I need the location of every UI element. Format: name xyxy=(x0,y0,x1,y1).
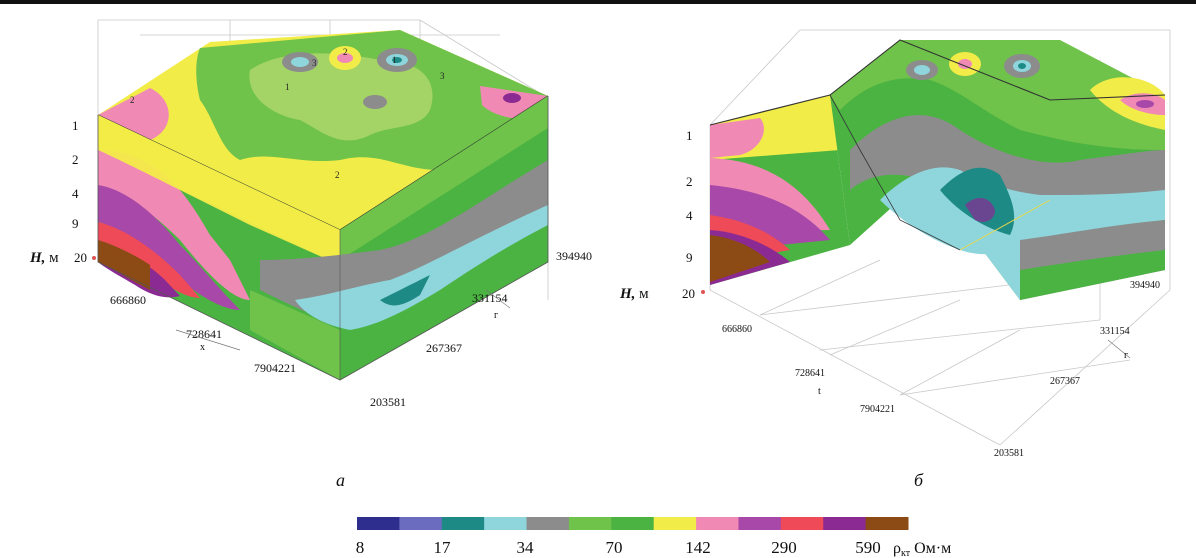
y-tick: 267367 xyxy=(426,341,462,355)
colorbar-tick: 290 xyxy=(771,538,797,557)
x-tick: 666860 xyxy=(722,324,752,335)
depth-tick: 4 xyxy=(686,208,693,223)
panel-a-block: 2 1 3 2 1 3 2 1 2 4 9 H, м 20 666860 728… xyxy=(29,19,592,490)
contour-label: 3 xyxy=(312,58,317,68)
colorbar-swatch xyxy=(653,517,697,530)
panel-b-label: б xyxy=(914,470,924,490)
colorbar-tick: 142 xyxy=(685,538,711,557)
colorbar-swatch xyxy=(738,517,782,530)
panel-a-horizontal-ticks: 666860 728641 x 7904221 394940 331154 г … xyxy=(110,249,592,409)
colorbar-swatch xyxy=(865,517,909,530)
panel-b-left-wall xyxy=(710,95,850,285)
depth-tick: 4 xyxy=(72,186,79,201)
depth-axis-label: H, м xyxy=(29,250,59,266)
y-tick: 394940 xyxy=(556,249,592,263)
y-tick: 331154 xyxy=(1100,326,1130,337)
x-tick: 7904221 xyxy=(860,404,895,415)
contour-label: 2 xyxy=(335,170,340,180)
colorbar-unit: ρкт Ом·м xyxy=(893,540,951,558)
depth-tick: 9 xyxy=(72,216,79,231)
panel-a-edges xyxy=(97,96,549,381)
contour-label: 1 xyxy=(392,55,397,65)
panel-b-right-walls xyxy=(709,39,1166,300)
depth-axis-label: H, м xyxy=(619,286,649,302)
depth-tick: 2 xyxy=(686,174,693,189)
depth-tick: 20 xyxy=(682,286,695,301)
x-tick: 666860 xyxy=(110,293,146,307)
y-tick: 394940 xyxy=(1130,280,1160,291)
contour-label: 2 xyxy=(343,47,348,57)
colorbar-swatch xyxy=(484,517,528,530)
x-axis-name: t xyxy=(818,386,821,397)
x-tick: 728641 xyxy=(186,327,222,341)
colorbar-tick: 34 xyxy=(517,538,535,557)
colorbar-swatch xyxy=(526,517,570,530)
colorbar-tick: 8 xyxy=(356,538,365,557)
colorbar-swatch xyxy=(357,517,400,530)
colorbar-swatch xyxy=(823,517,867,530)
contour-label: 2 xyxy=(130,95,135,105)
x-tick: 7904221 xyxy=(254,361,296,375)
colorbar-tick: 17 xyxy=(434,538,452,557)
colorbar-tick: 590 xyxy=(855,538,881,557)
depth-tick: 9 xyxy=(686,250,693,265)
colorbar xyxy=(357,517,909,530)
axis-origin-marker xyxy=(92,256,96,260)
depth-tick: 1 xyxy=(72,118,79,133)
colorbar-swatch xyxy=(568,517,612,530)
colorbar-swatch xyxy=(696,517,739,530)
panel-a-depth-axis: 1 2 4 9 H, м 20 xyxy=(29,118,96,266)
panel-b-horizontal-ticks: 666860 728641 t 7904221 394940 331154 г … xyxy=(722,280,1160,459)
y-tick: 331154 xyxy=(472,291,508,305)
contour-label: 3 xyxy=(440,71,445,81)
panel-a-right-face xyxy=(260,96,548,380)
y-tick: 203581 xyxy=(370,395,406,409)
top-rule xyxy=(0,0,1196,4)
colorbar-swatch xyxy=(611,517,655,530)
y-axis-name: г xyxy=(1124,350,1128,361)
panel-b-depth-axis: 1 2 4 9 H, м 20 xyxy=(619,128,705,302)
x-axis-name: x xyxy=(200,342,205,353)
depth-tick: 20 xyxy=(74,250,87,265)
y-tick: 203581 xyxy=(994,448,1024,459)
contour-label: 1 xyxy=(285,82,290,92)
panel-a-label: а xyxy=(336,470,345,490)
y-tick: 267367 xyxy=(1050,376,1080,387)
depth-tick: 2 xyxy=(72,152,79,167)
x-tick: 728641 xyxy=(795,368,825,379)
panel-a-left-face xyxy=(98,115,340,380)
colorbar-tick: 70 xyxy=(606,538,623,557)
colorbar-swatch xyxy=(441,517,485,530)
axis-origin-marker xyxy=(701,290,705,294)
colorbar-swatch xyxy=(780,517,824,530)
colorbar-swatch xyxy=(399,517,443,530)
colorbar-ticks: 8 17 34 70 142 290 590 ρкт Ом·м xyxy=(356,538,951,558)
panel-b-block: 1 2 4 9 H, м 20 666860 728641 t 7904221 … xyxy=(619,29,1171,490)
y-axis-name: г xyxy=(494,310,498,321)
depth-tick: 1 xyxy=(686,128,693,143)
panel-a-contour-labels: 2 1 3 2 1 3 2 xyxy=(130,47,445,180)
